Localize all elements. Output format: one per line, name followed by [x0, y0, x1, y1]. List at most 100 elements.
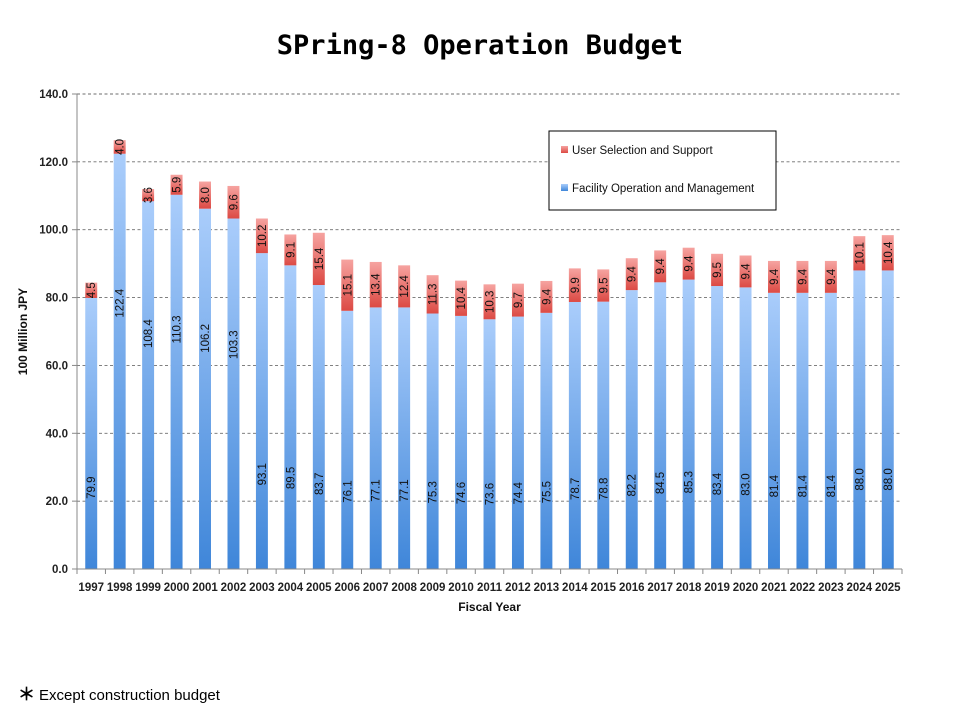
bar-user-2004 — [284, 234, 297, 266]
footnote-text: Except construction budget — [39, 687, 220, 704]
x-tick-label: 2012 — [505, 582, 531, 594]
bar-user-2006 — [341, 259, 354, 311]
x-tick-label: 2024 — [847, 582, 873, 594]
x-tick-label: 2021 — [761, 582, 787, 594]
data-label-user-2020: 9.4 — [741, 263, 753, 280]
data-label-user-2000: 5.9 — [172, 177, 184, 193]
x-tick-label: 2006 — [334, 582, 360, 594]
bar-facility-2008 — [398, 307, 411, 569]
data-label-facility-2018: 85.3 — [684, 471, 696, 493]
bar-user-2021 — [768, 260, 780, 293]
data-label-facility-2024: 88.0 — [854, 468, 866, 490]
data-label-facility-2003: 93.1 — [257, 463, 269, 485]
data-label-facility-2020: 83.0 — [741, 473, 753, 495]
bar-user-2002 — [227, 185, 240, 219]
bar-facility-2016 — [625, 290, 638, 569]
data-label-facility-2009: 75.3 — [428, 481, 440, 503]
data-label-facility-2000: 110.3 — [172, 316, 184, 344]
x-tick-label: 2005 — [306, 582, 332, 594]
bar-user-2012 — [511, 283, 524, 317]
data-label-user-2003: 10.2 — [257, 225, 269, 247]
data-label-user-2025: 10.4 — [883, 241, 895, 264]
bar-facility-2006 — [341, 310, 354, 569]
legend-box — [548, 130, 777, 211]
data-label-user-2002: 9.6 — [228, 194, 240, 210]
chart-title: SPring-8 Operation Budget — [276, 30, 684, 61]
x-axis-title: Fiscal Year — [458, 600, 521, 614]
data-label-user-2009: 11.3 — [428, 284, 440, 306]
legend-label-user: User Selection and Support — [572, 145, 713, 157]
legend-label-facility: Facility Operation and Management — [572, 183, 755, 195]
bar-user-2009 — [426, 275, 439, 314]
data-label-user-2014: 9.9 — [570, 277, 582, 293]
bar-facility-2022 — [796, 292, 809, 569]
bar-user-2018 — [682, 247, 695, 280]
bar-facility-2009 — [426, 313, 439, 569]
x-tick-label: 2016 — [619, 582, 645, 594]
data-label-user-2010: 10.4 — [456, 286, 468, 309]
x-tick-label: 2001 — [192, 582, 218, 594]
x-tick-label: 1997 — [78, 582, 104, 594]
bar-user-1997 — [85, 282, 98, 298]
x-tick-label: 2000 — [164, 582, 190, 594]
data-label-facility-2015: 78.8 — [598, 478, 610, 500]
bar-facility-2014 — [568, 301, 581, 569]
data-label-user-2022: 9.4 — [797, 268, 809, 285]
bar-facility-2020 — [739, 287, 752, 569]
x-tick-label: 2025 — [875, 582, 901, 594]
bar-facility-2007 — [369, 307, 382, 569]
data-label-facility-2019: 83.4 — [712, 472, 724, 495]
bar-facility-2012 — [511, 316, 524, 569]
bar-user-2001 — [199, 181, 211, 209]
bar-user-2020 — [739, 255, 752, 288]
bar-facility-2018 — [682, 279, 695, 569]
data-label-user-2008: 12.4 — [399, 275, 411, 298]
data-label-user-2017: 9.4 — [655, 258, 667, 275]
data-label-facility-2006: 76.1 — [342, 480, 354, 502]
data-label-user-2016: 9.4 — [627, 266, 639, 283]
data-label-facility-2016: 82.2 — [627, 474, 639, 496]
bar-user-2013 — [540, 280, 553, 313]
bar-facility-2005 — [312, 285, 325, 569]
y-tick-label: 40.0 — [46, 428, 68, 440]
bar-user-1999 — [142, 189, 155, 202]
bar-facility-2003 — [255, 253, 268, 569]
data-label-facility-1998: 122.4 — [115, 288, 127, 317]
bars: 79.9 4.5 122.4 4.0 108.4 3.6 110.3 5.9 106.2 8.0 1… — [85, 139, 895, 569]
x-tick-label: 1999 — [135, 582, 161, 594]
bar-user-2007 — [369, 261, 382, 308]
data-label-user-1997: 4.5 — [86, 282, 98, 298]
data-label-facility-2005: 83.7 — [314, 473, 326, 495]
y-tick-label: 0.0 — [52, 564, 68, 576]
bar-facility-2013 — [540, 312, 553, 569]
data-label-user-2023: 9.4 — [826, 268, 838, 285]
bar-user-2003 — [255, 218, 268, 254]
data-label-facility-2022: 81.4 — [797, 474, 809, 497]
data-label-facility-2023: 81.4 — [826, 474, 838, 497]
footnote: ＊ Except construction budget — [18, 680, 220, 705]
x-tick-label: 2003 — [249, 582, 275, 594]
bar-facility-2011 — [483, 319, 496, 569]
bar-facility-2015 — [597, 301, 610, 569]
x-tick-label: 2008 — [391, 582, 417, 594]
bar-facility-2002 — [227, 218, 240, 569]
data-label-user-2004: 9.1 — [285, 242, 297, 258]
bar-facility-1998 — [113, 153, 126, 569]
x-tick-label: 2009 — [420, 582, 446, 594]
data-label-user-2018: 9.4 — [684, 255, 696, 272]
x-tick-label: 2023 — [818, 582, 844, 594]
x-tick-label: 2013 — [534, 582, 560, 594]
data-label-facility-2002: 103.3 — [228, 330, 240, 359]
bar-facility-2001 — [199, 208, 211, 569]
x-tick-label: 2014 — [562, 582, 588, 594]
x-tick-label: 2018 — [676, 582, 702, 594]
footnote-marker: ＊ — [18, 685, 35, 704]
data-label-facility-2014: 78.7 — [570, 478, 582, 500]
data-label-facility-2008: 77.1 — [399, 479, 411, 501]
data-label-user-1998: 4.0 — [115, 139, 127, 155]
x-tick-label: 2019 — [704, 582, 730, 594]
y-axis-title: 100 Million JPY — [16, 288, 30, 375]
x-tick-label: 2010 — [448, 582, 474, 594]
data-label-facility-2013: 75.5 — [541, 481, 553, 503]
